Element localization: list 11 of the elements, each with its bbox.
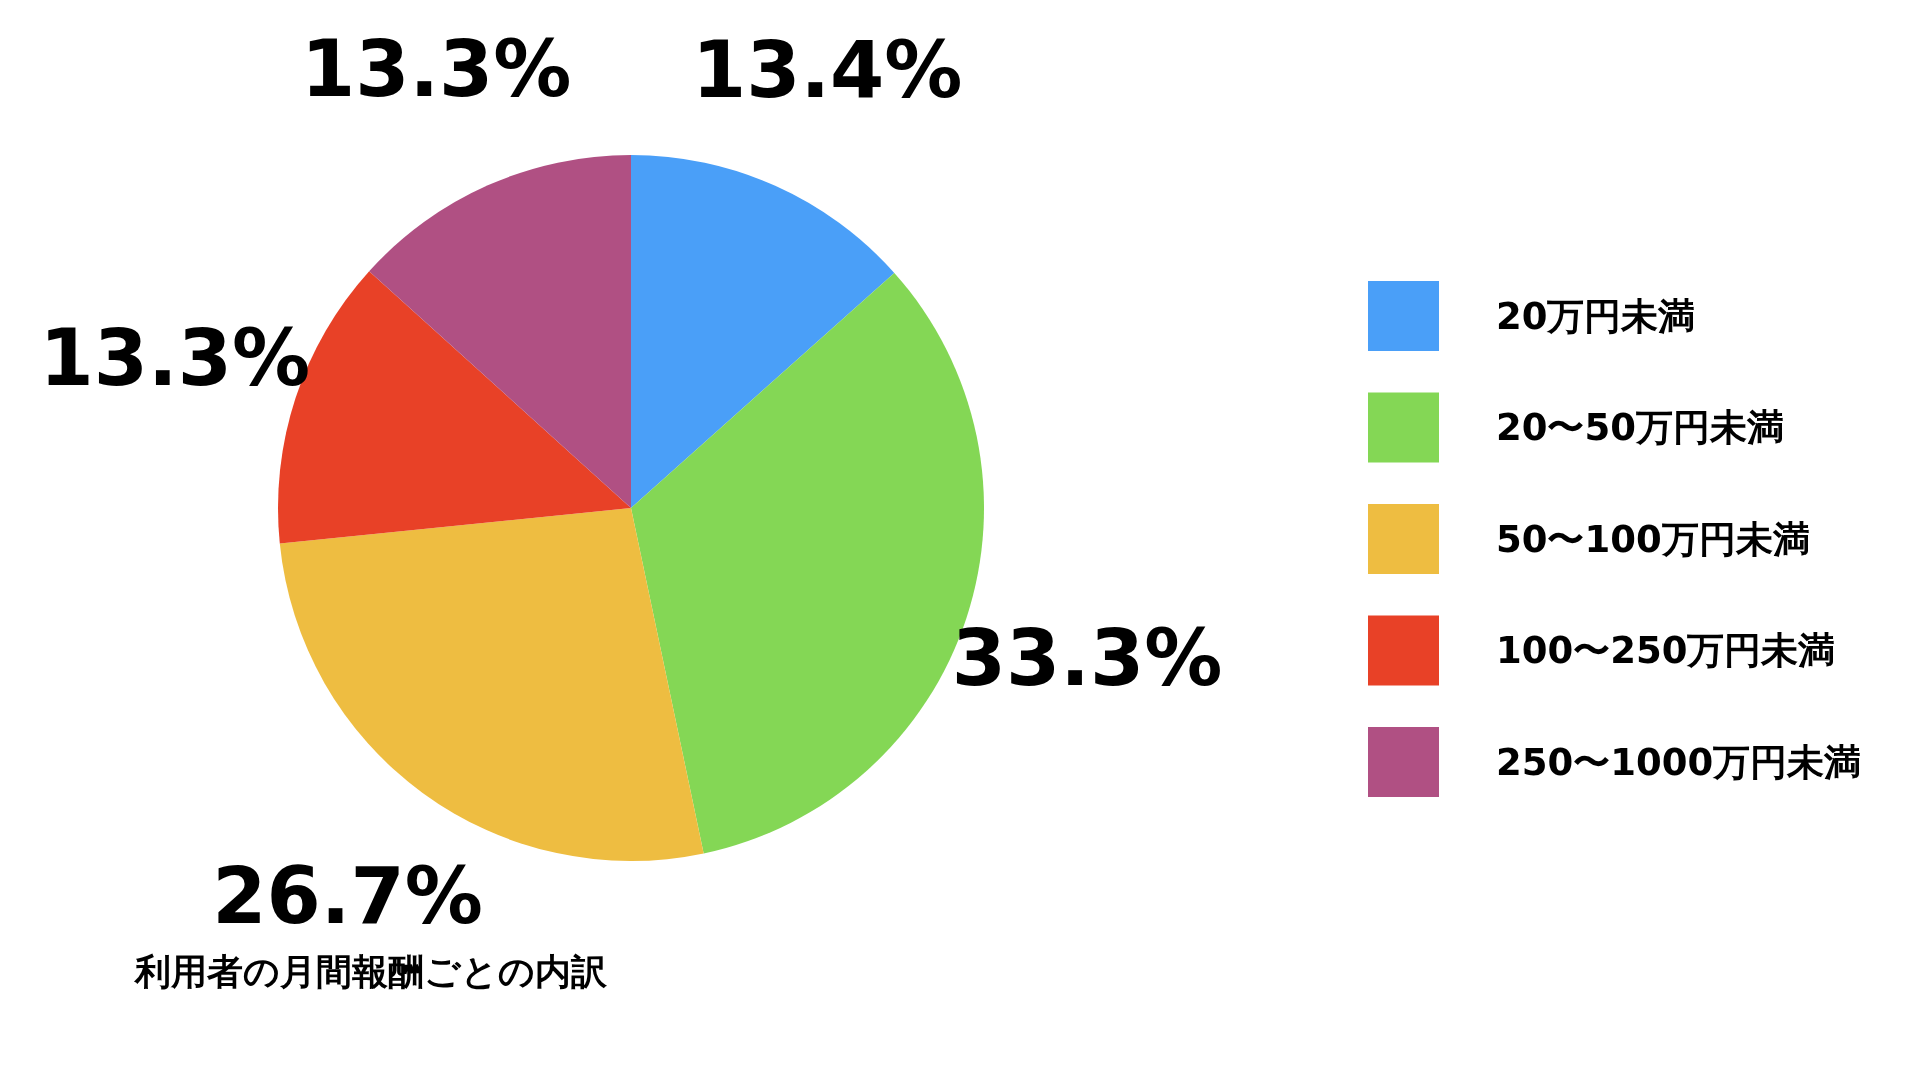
legend-label: 20〜50万円未満 <box>1496 406 1784 449</box>
legend-label: 100〜250万円未満 <box>1496 629 1836 672</box>
legend-label: 250〜1000万円未満 <box>1496 740 1862 784</box>
data-label: 13.3% <box>39 313 311 404</box>
legend-label: 20万円未満 <box>1496 294 1696 338</box>
data-label: 13.3% <box>300 24 572 115</box>
text: 利用者の月間報酬ごとの内訳 <box>133 950 608 992</box>
data-label: 13.4% <box>691 24 963 115</box>
data-label: 33.3% <box>951 612 1223 703</box>
legend-label: 50〜100万円未満 <box>1496 517 1810 561</box>
data-label: 26.7% <box>212 850 483 941</box>
